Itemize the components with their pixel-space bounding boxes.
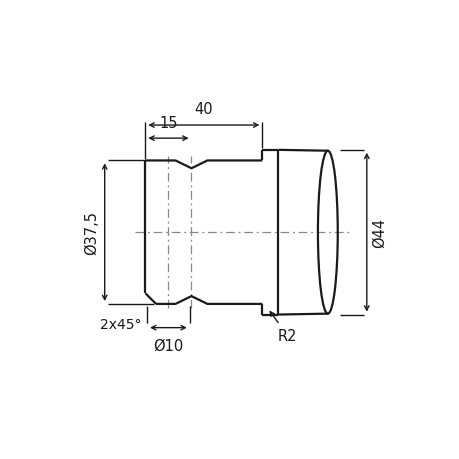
- Text: Ø44: Ø44: [371, 218, 386, 248]
- Text: Ø10: Ø10: [153, 338, 183, 353]
- Text: Ø37,5: Ø37,5: [84, 211, 99, 255]
- Text: 40: 40: [194, 101, 213, 117]
- Text: R2: R2: [269, 312, 297, 343]
- Text: 15: 15: [159, 116, 177, 131]
- Text: 2x45°: 2x45°: [100, 317, 141, 331]
